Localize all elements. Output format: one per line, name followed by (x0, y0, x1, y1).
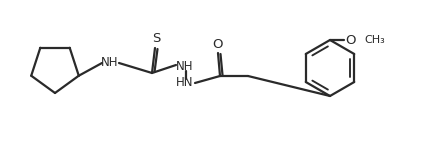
Text: HN: HN (176, 76, 194, 90)
Text: NH: NH (101, 57, 119, 69)
Text: O: O (346, 33, 356, 46)
Text: O: O (213, 38, 223, 51)
Text: NH: NH (176, 60, 194, 74)
Text: S: S (152, 33, 160, 45)
Text: CH₃: CH₃ (364, 35, 385, 45)
